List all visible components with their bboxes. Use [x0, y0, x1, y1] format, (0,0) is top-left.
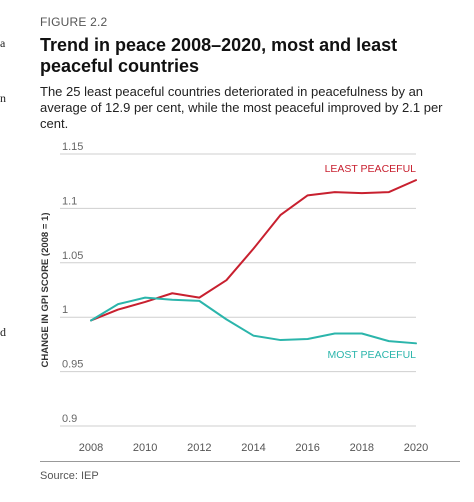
y-tick-labels: 0.9 0.95 1 1.05 1.1 1.15 [62, 141, 83, 425]
figure-subtitle: The 25 least peaceful countries deterior… [40, 84, 443, 131]
y-tick-label: 1.1 [62, 195, 77, 207]
side-text-fragment: a [0, 36, 6, 50]
x-tick-labels: 2008 2010 2012 2014 2016 2018 2020 [79, 442, 428, 454]
series-lines [90, 179, 417, 345]
series-labels: LEAST PEACEFUL MOST PEACEFUL [325, 163, 417, 361]
x-tick-label: 2014 [241, 442, 265, 454]
source-note: Source: IEP [40, 470, 99, 482]
y-tick-label: 1.05 [62, 250, 83, 262]
y-tick-label: 1.15 [62, 141, 83, 153]
x-tick-label: 2016 [295, 442, 319, 454]
y-axis-label: CHANGE IN GPI SCORE (2008 = 1) [40, 213, 51, 368]
y-tick-label: 1 [62, 304, 68, 316]
x-tick-label: 2008 [79, 442, 103, 454]
least-peaceful-label: LEAST PEACEFUL [325, 163, 417, 175]
side-text-fragment: n [0, 91, 6, 105]
figure-title: Trend in peace 2008–2020, most and least… [40, 35, 398, 76]
figure-label: FIGURE 2.2 [40, 15, 108, 29]
most-peaceful-label: MOST PEACEFUL [328, 349, 417, 361]
x-tick-label: 2012 [187, 442, 211, 454]
x-tick-label: 2020 [404, 442, 428, 454]
footer-divider [40, 461, 460, 462]
side-text-fragment: d [0, 325, 6, 339]
y-tick-label: 0.9 [62, 413, 77, 425]
y-tick-label: 0.95 [62, 359, 83, 371]
x-tick-label: 2018 [350, 442, 374, 454]
x-tick-label: 2010 [133, 442, 157, 454]
gridlines [60, 153, 416, 427]
